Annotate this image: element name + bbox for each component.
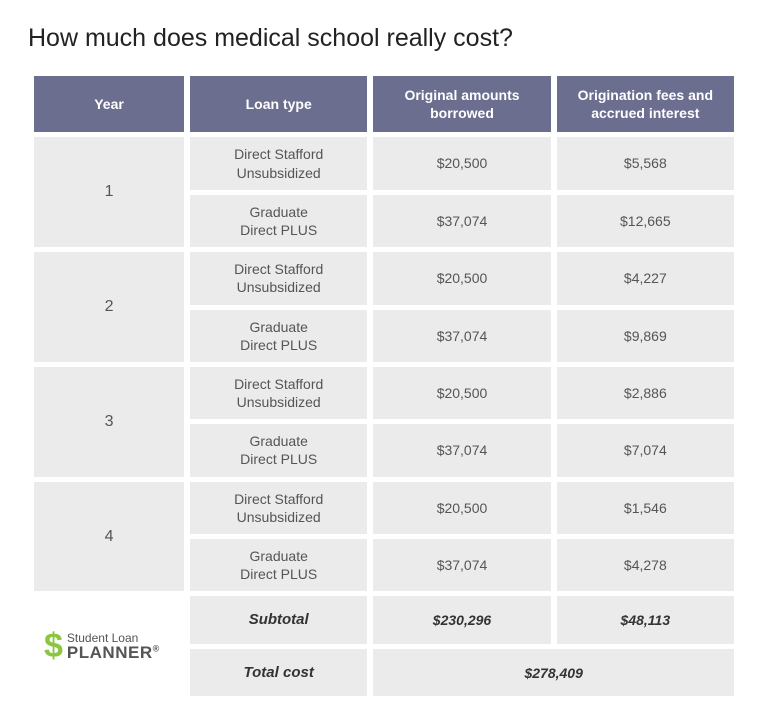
cost-table: Year Loan type Original amounts borrowed… (28, 71, 740, 701)
logo-cell: $ Student Loan PLANNER® (34, 596, 184, 696)
loan-type-cell: GraduateDirect PLUS (190, 195, 367, 247)
loan-type-cell: GraduateDirect PLUS (190, 310, 367, 362)
original-cell: $20,500 (373, 137, 550, 189)
page-title: How much does medical school really cost… (28, 24, 740, 53)
original-cell: $37,074 (373, 539, 550, 591)
table-row: 4 Direct StaffordUnsubsidized $20,500 $1… (34, 482, 734, 534)
loan-type-cell: Direct StaffordUnsubsidized (190, 482, 367, 534)
total-value: $278,409 (373, 649, 734, 697)
original-cell: $37,074 (373, 195, 550, 247)
original-cell: $37,074 (373, 310, 550, 362)
col-year: Year (34, 76, 184, 132)
subtotal-row: $ Student Loan PLANNER® Subtotal $230,29… (34, 596, 734, 644)
subtotal-original: $230,296 (373, 596, 550, 644)
subtotal-fees: $48,113 (557, 596, 734, 644)
loan-type-cell: Direct StaffordUnsubsidized (190, 252, 367, 304)
original-cell: $37,074 (373, 424, 550, 476)
table-row: 1 Direct StaffordUnsubsidized $20,500 $5… (34, 137, 734, 189)
year-cell: 2 (34, 252, 184, 362)
table-row: 2 Direct StaffordUnsubsidized $20,500 $4… (34, 252, 734, 304)
header-row: Year Loan type Original amounts borrowed… (34, 76, 734, 132)
subtotal-label: Subtotal (190, 596, 367, 644)
original-cell: $20,500 (373, 252, 550, 304)
year-cell: 3 (34, 367, 184, 477)
fees-cell: $5,568 (557, 137, 734, 189)
original-cell: $20,500 (373, 482, 550, 534)
fees-cell: $2,886 (557, 367, 734, 419)
year-cell: 4 (34, 482, 184, 592)
fees-cell: $9,869 (557, 310, 734, 362)
original-cell: $20,500 (373, 367, 550, 419)
col-loan-type: Loan type (190, 76, 367, 132)
loan-type-cell: GraduateDirect PLUS (190, 539, 367, 591)
fees-cell: $7,074 (557, 424, 734, 476)
logo-text-bottom: PLANNER® (67, 644, 160, 661)
brand-logo: $ Student Loan PLANNER® (44, 629, 184, 663)
fees-cell: $1,546 (557, 482, 734, 534)
loan-type-cell: Direct StaffordUnsubsidized (190, 137, 367, 189)
fees-cell: $4,227 (557, 252, 734, 304)
loan-type-cell: GraduateDirect PLUS (190, 424, 367, 476)
col-fees: Origination fees and accrued interest (557, 76, 734, 132)
fees-cell: $12,665 (557, 195, 734, 247)
year-cell: 1 (34, 137, 184, 247)
loan-type-cell: Direct StaffordUnsubsidized (190, 367, 367, 419)
dollar-icon: $ (44, 629, 63, 663)
col-original: Original amounts borrowed (373, 76, 550, 132)
total-label: Total cost (190, 649, 367, 697)
table-row: 3 Direct StaffordUnsubsidized $20,500 $2… (34, 367, 734, 419)
fees-cell: $4,278 (557, 539, 734, 591)
